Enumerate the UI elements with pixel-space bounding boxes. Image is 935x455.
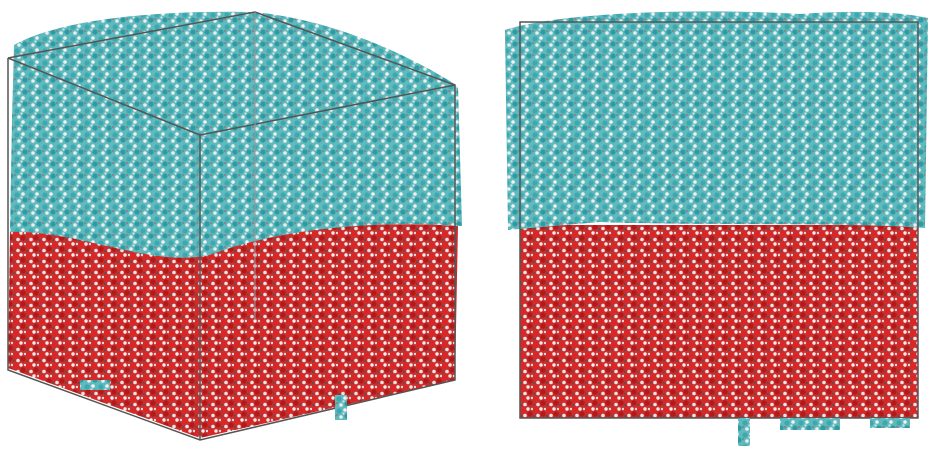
hydrocarbon-layer [10,12,462,258]
water-layer [520,225,918,418]
perspective-view [8,12,462,440]
stray-molecule [80,380,110,390]
page: Molecular simulation snapshot {} html, b… [0,0,935,455]
water-layer [8,224,458,438]
side-view [505,11,928,446]
stray-molecule [780,418,840,430]
stray-molecule [738,418,750,446]
stray-molecule [335,395,347,420]
body [0,0,935,455]
stray-molecule [870,418,910,428]
scene [0,0,935,455]
hydrocarbon-layer [505,11,928,230]
